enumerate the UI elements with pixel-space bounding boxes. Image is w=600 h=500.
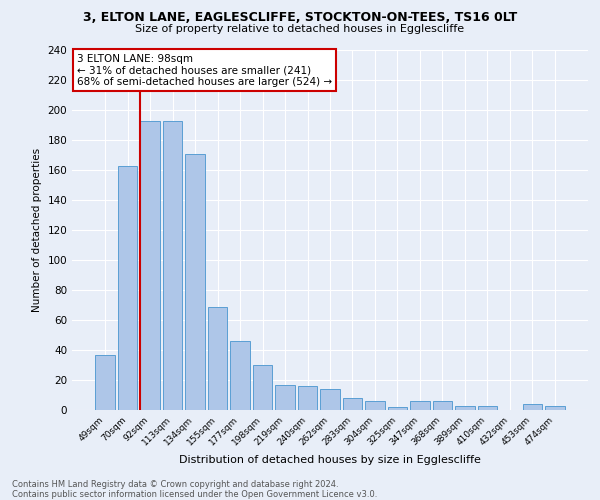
Bar — [320, 389, 340, 410]
Text: 3 ELTON LANE: 98sqm
← 31% of detached houses are smaller (241)
68% of semi-detac: 3 ELTON LANE: 98sqm ← 31% of detached ho… — [77, 54, 332, 87]
Bar — [388, 407, 407, 410]
Text: 3, ELTON LANE, EAGLESCLIFFE, STOCKTON-ON-TEES, TS16 0LT: 3, ELTON LANE, EAGLESCLIFFE, STOCKTON-ON… — [83, 11, 517, 24]
Bar — [253, 365, 272, 410]
Bar — [478, 406, 497, 410]
Bar — [185, 154, 205, 410]
Bar — [140, 120, 160, 410]
Bar — [410, 401, 430, 410]
Bar — [118, 166, 137, 410]
Bar — [163, 120, 182, 410]
Bar — [455, 406, 475, 410]
Bar — [95, 354, 115, 410]
Bar — [298, 386, 317, 410]
X-axis label: Distribution of detached houses by size in Egglescliffe: Distribution of detached houses by size … — [179, 456, 481, 466]
Bar — [208, 306, 227, 410]
Bar — [545, 406, 565, 410]
Text: Size of property relative to detached houses in Egglescliffe: Size of property relative to detached ho… — [136, 24, 464, 34]
Bar — [433, 401, 452, 410]
Y-axis label: Number of detached properties: Number of detached properties — [32, 148, 42, 312]
Bar — [523, 404, 542, 410]
Text: Contains HM Land Registry data © Crown copyright and database right 2024.
Contai: Contains HM Land Registry data © Crown c… — [12, 480, 377, 499]
Bar — [365, 401, 385, 410]
Bar — [343, 398, 362, 410]
Bar — [275, 384, 295, 410]
Bar — [230, 341, 250, 410]
